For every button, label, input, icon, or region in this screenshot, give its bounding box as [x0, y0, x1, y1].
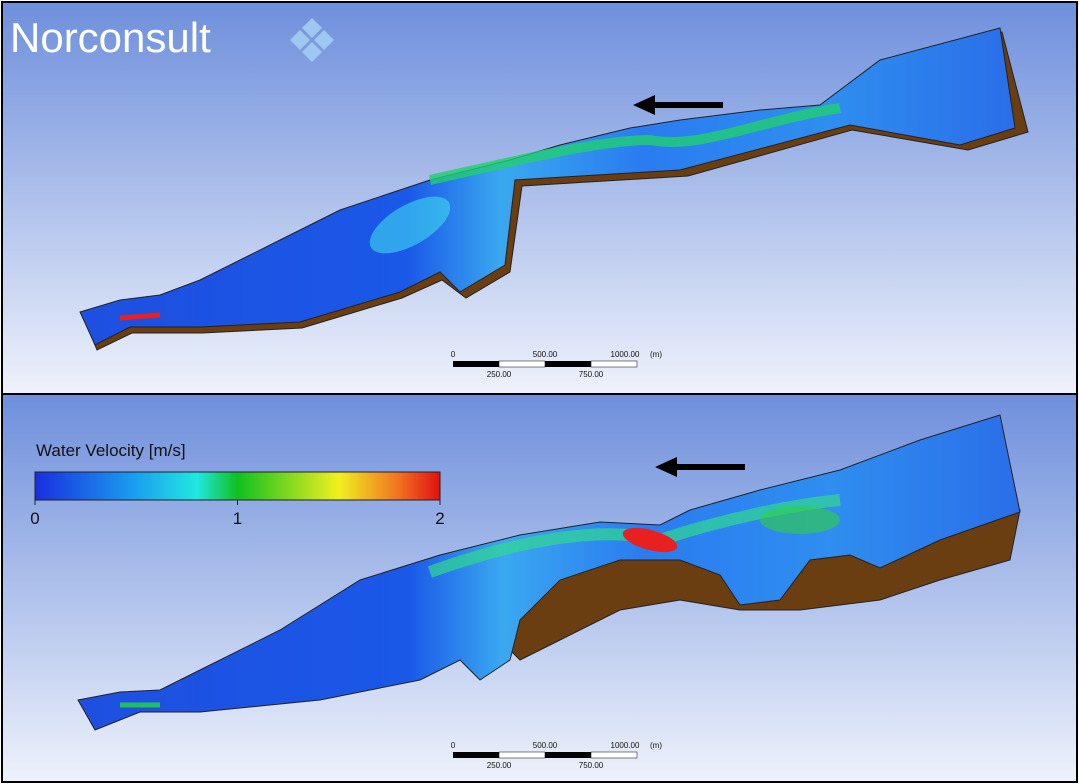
scale-label: 500.00: [533, 741, 558, 750]
scale-seg: [499, 361, 545, 367]
scale-label: 1000.00: [611, 350, 640, 359]
scale-seg: [545, 361, 591, 367]
scale-label: 250.00: [487, 370, 512, 379]
tick-label: 1: [233, 509, 242, 528]
logo-text: Norconsult: [10, 14, 211, 61]
scale-seg: [453, 752, 499, 758]
scale-seg: [453, 361, 499, 367]
scale-label: 750.00: [579, 761, 604, 770]
scale-label: 750.00: [579, 370, 604, 379]
scale-seg: [499, 752, 545, 758]
colorbar: [35, 472, 440, 500]
scale-label: 0: [451, 350, 456, 359]
scale-label: 0: [451, 741, 456, 750]
scale-unit: (m): [650, 741, 662, 750]
tick-label: 0: [30, 509, 39, 528]
tick-label: 2: [435, 509, 444, 528]
scale-seg: [591, 361, 637, 367]
scale-seg: [591, 752, 637, 758]
page: Norconsult Water Velocity [m/s] 0 1 2 0 500…: [0, 0, 1079, 784]
legend-title: Water Velocity [m/s]: [36, 441, 186, 460]
scale-label: 250.00: [487, 761, 512, 770]
scale-seg: [545, 752, 591, 758]
scale-unit: (m): [650, 350, 662, 359]
screenshot: Norconsult Water Velocity [m/s] 0 1 2 0 500…: [0, 0, 1079, 784]
scale-label: 500.00: [533, 350, 558, 359]
scale-label: 1000.00: [611, 741, 640, 750]
